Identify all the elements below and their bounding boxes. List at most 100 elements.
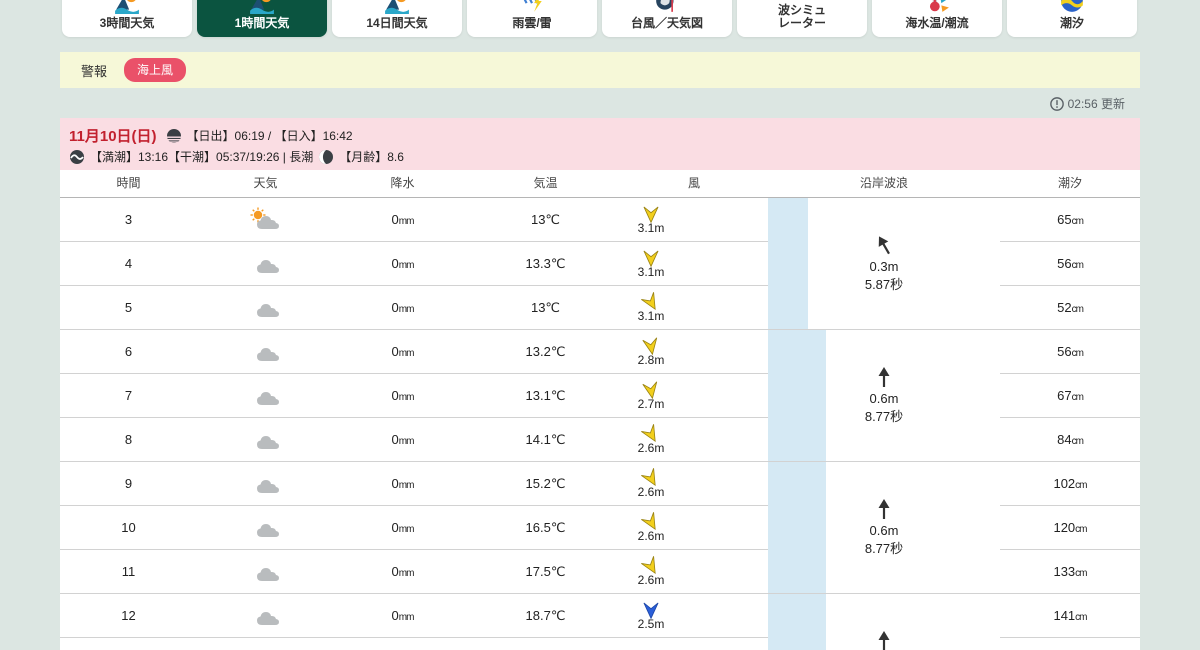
tab-label: 台風／天気図 (630, 16, 703, 30)
tide-cell: 67cm (1000, 374, 1140, 418)
wind-speed: 2.7m (637, 397, 665, 411)
tide-cell: 84cm (1000, 418, 1140, 462)
sea-temp-icon (929, 0, 949, 12)
update-time-text: 02:56 更新 (1067, 97, 1125, 111)
tab-label: 14日間天気 (366, 16, 428, 30)
wind-speed: 3.1m (637, 265, 665, 279)
wave-direction-arrow-icon (878, 367, 890, 387)
table-row-partial (60, 638, 768, 650)
tab-3hour-weather[interactable]: 3時間天気 (62, 0, 192, 37)
cloud-icon (256, 303, 279, 317)
temp-cell: 13℃ (530, 299, 561, 315)
tide-wave-icon (70, 149, 84, 164)
tab-1hour-weather[interactable]: 1時間天気 (197, 0, 327, 37)
wave-height-bar (768, 198, 808, 329)
wind-cell: 3.1m (620, 292, 768, 323)
wave-group: 0.6m 8.77秒 (768, 462, 1000, 594)
tab-bar: 3時間天気 1時間天気 14日間天気 雨雲/雷 台風／天気図 波シミュ レーター… (62, 0, 1137, 37)
precip-cell: 0mm (391, 432, 415, 447)
weather-cell (197, 427, 334, 453)
tab-radar[interactable]: 雨雲/雷 (467, 0, 597, 37)
hour-cell: 7 (124, 388, 133, 403)
wind-direction-arrow-icon (641, 424, 656, 443)
tide-cell (1000, 638, 1140, 650)
hour-cell: 3 (124, 212, 133, 227)
tide-cell: 56cm (1000, 330, 1140, 374)
wave-period: 8.77秒 (864, 541, 904, 556)
temp-cell: 16.5℃ (525, 519, 566, 535)
wind-cell: 2.6m (620, 556, 768, 587)
wave-direction-arrow-icon (878, 499, 890, 519)
tab-tide[interactable]: 潮汐 (1007, 0, 1137, 37)
wave-direction-arrow-icon (878, 236, 890, 255)
hour-cell: 4 (124, 256, 133, 271)
precip-cell: 0mm (391, 608, 415, 623)
tab-label: 3時間天気 (99, 16, 155, 30)
wind-cell: 3.1m (620, 204, 768, 235)
sunrise-icon (166, 128, 181, 143)
wave-group-partial (768, 594, 1000, 650)
cloud-icon (256, 523, 279, 537)
wind-direction-arrow-icon (641, 292, 656, 311)
table-row: 7 0mm 13.1℃ 2.7m (60, 374, 768, 418)
table-header-row: 時間 天気 降水 気温 風 沿岸波浪 潮汐 (60, 170, 1140, 198)
hourly-forecast-table: 時間 天気 降水 気温 風 沿岸波浪 潮汐 3 0mm 13℃ (60, 170, 1140, 650)
tide-cell: 52cm (1000, 286, 1140, 330)
wind-direction-arrow-icon (642, 381, 658, 400)
tide-times: 【満潮】13:16【干潮】05:37/19:26 | 長潮 (90, 150, 314, 164)
wind-direction-arrow-icon (643, 602, 659, 620)
table-row: 3 0mm 13℃ 3.1m (60, 198, 768, 242)
wave-period: 5.87秒 (864, 277, 904, 292)
weather-cell (197, 515, 334, 541)
temp-cell: 14.1℃ (525, 431, 566, 447)
cloud-icon (256, 435, 279, 449)
wave-group: 0.6m 8.77秒 (768, 330, 1000, 462)
wave-period: 8.77秒 (864, 409, 904, 424)
weather-scene-icon (250, 0, 274, 14)
left-columns: 3 0mm 13℃ 3.1m 4 (60, 198, 768, 650)
weather-cell (197, 383, 334, 409)
weather-scene-icon (115, 0, 139, 14)
tab-label: 1時間天気 (234, 16, 290, 30)
wind-direction-arrow-icon (643, 206, 659, 224)
wind-cell: 2.7m (620, 380, 768, 411)
precip-cell: 0mm (391, 212, 415, 227)
col-header-wind: 風 (687, 176, 700, 190)
table-row: 9 0mm 15.2℃ 2.6m (60, 462, 768, 506)
precip-cell: 0mm (391, 388, 415, 403)
tab-label: 雨雲/雷 (512, 16, 552, 30)
cloud-icon (256, 479, 279, 493)
weather-cell (197, 603, 334, 629)
wind-direction-arrow-icon (643, 250, 659, 268)
wave-height-bar (768, 330, 826, 461)
hour-cell: 12 (121, 608, 136, 623)
precip-cell: 0mm (391, 564, 415, 579)
cloud-icon (256, 611, 279, 625)
cloud-icon (256, 259, 279, 273)
wind-speed: 2.8m (637, 353, 665, 367)
temp-cell: 15.2℃ (525, 475, 566, 491)
wind-direction-arrow-icon (641, 512, 656, 531)
wind-speed: 2.6m (637, 573, 665, 587)
tab-sea-temp-current[interactable]: 海水温/潮流 (872, 0, 1002, 37)
typhoon-icon (656, 0, 674, 12)
wave-height: 0.3m (869, 259, 899, 274)
tab-typhoon-chart[interactable]: 台風／天気図 (602, 0, 732, 37)
col-header-tide: 潮汐 (1057, 176, 1082, 190)
warning-badge-sea-wind[interactable]: 海上風 (124, 58, 187, 82)
cloud-icon (256, 347, 279, 361)
wind-direction-arrow-icon (641, 468, 656, 487)
wind-cell: 2.8m (620, 336, 768, 367)
weather-cell (197, 339, 334, 365)
hour-cell: 8 (124, 432, 133, 447)
weather-cell (197, 207, 334, 233)
precip-cell: 0mm (391, 300, 415, 315)
temp-cell: 18.7℃ (525, 607, 566, 623)
tide-icon (1061, 0, 1083, 12)
tab-14day-weather[interactable]: 14日間天気 (332, 0, 462, 37)
hour-cell: 5 (124, 300, 133, 315)
temp-cell: 13℃ (530, 211, 561, 227)
weather-scene-icon (385, 0, 409, 14)
tab-wave-simulator[interactable]: 波シミュ レーター (737, 0, 867, 37)
wind-cell: 2.6m (620, 512, 768, 543)
